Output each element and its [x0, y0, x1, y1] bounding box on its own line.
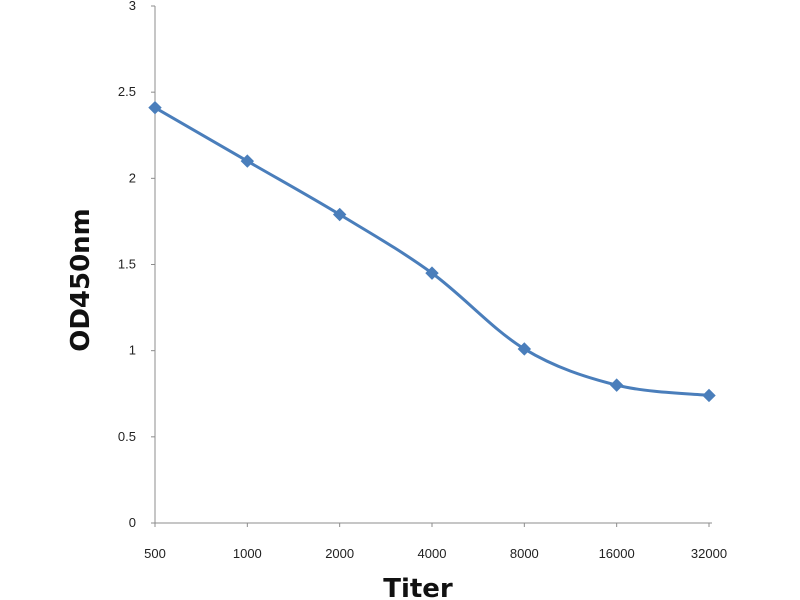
data-point-diamond: [609, 378, 624, 392]
markers-layer: [148, 100, 716, 403]
y-tick-label: 0: [129, 515, 136, 530]
x-tick-labels: 500 1000 2000 4000 8000 16000 32000: [144, 523, 727, 561]
x-tick-label: 32000: [691, 546, 727, 561]
series-line: [153, 106, 711, 397]
y-tick-label: 2.5: [118, 84, 136, 99]
x-tick-label: 4000: [418, 546, 447, 561]
x-tick-label: 8000: [510, 546, 539, 561]
data-point-diamond: [517, 342, 532, 356]
y-tick-label: 3: [129, 0, 136, 13]
y-tick-label: 0.5: [118, 429, 136, 444]
x-axis-title: Titer: [383, 574, 453, 600]
y-tick-label: 1.5: [118, 257, 136, 272]
x-tick-label: 500: [144, 546, 166, 561]
series-layer: [153, 106, 711, 397]
y-tick-labels: 0 0.5 1 1.5 2 2.5 3: [118, 0, 155, 530]
y-tick-label: 1: [129, 343, 136, 358]
data-point-diamond: [148, 100, 162, 115]
y-tick-label: 2: [129, 170, 136, 185]
data-point-diamond: [332, 207, 347, 222]
y-axis-title: OD450nm: [66, 208, 96, 352]
data-point-diamond: [425, 266, 439, 280]
axes: [154, 6, 712, 524]
data-point-diamond: [240, 154, 255, 168]
x-tick-label: 16000: [599, 546, 635, 561]
data-point-diamond: [702, 388, 716, 403]
x-tick-label: 2000: [325, 546, 354, 561]
x-tick-label: 1000: [233, 546, 262, 561]
